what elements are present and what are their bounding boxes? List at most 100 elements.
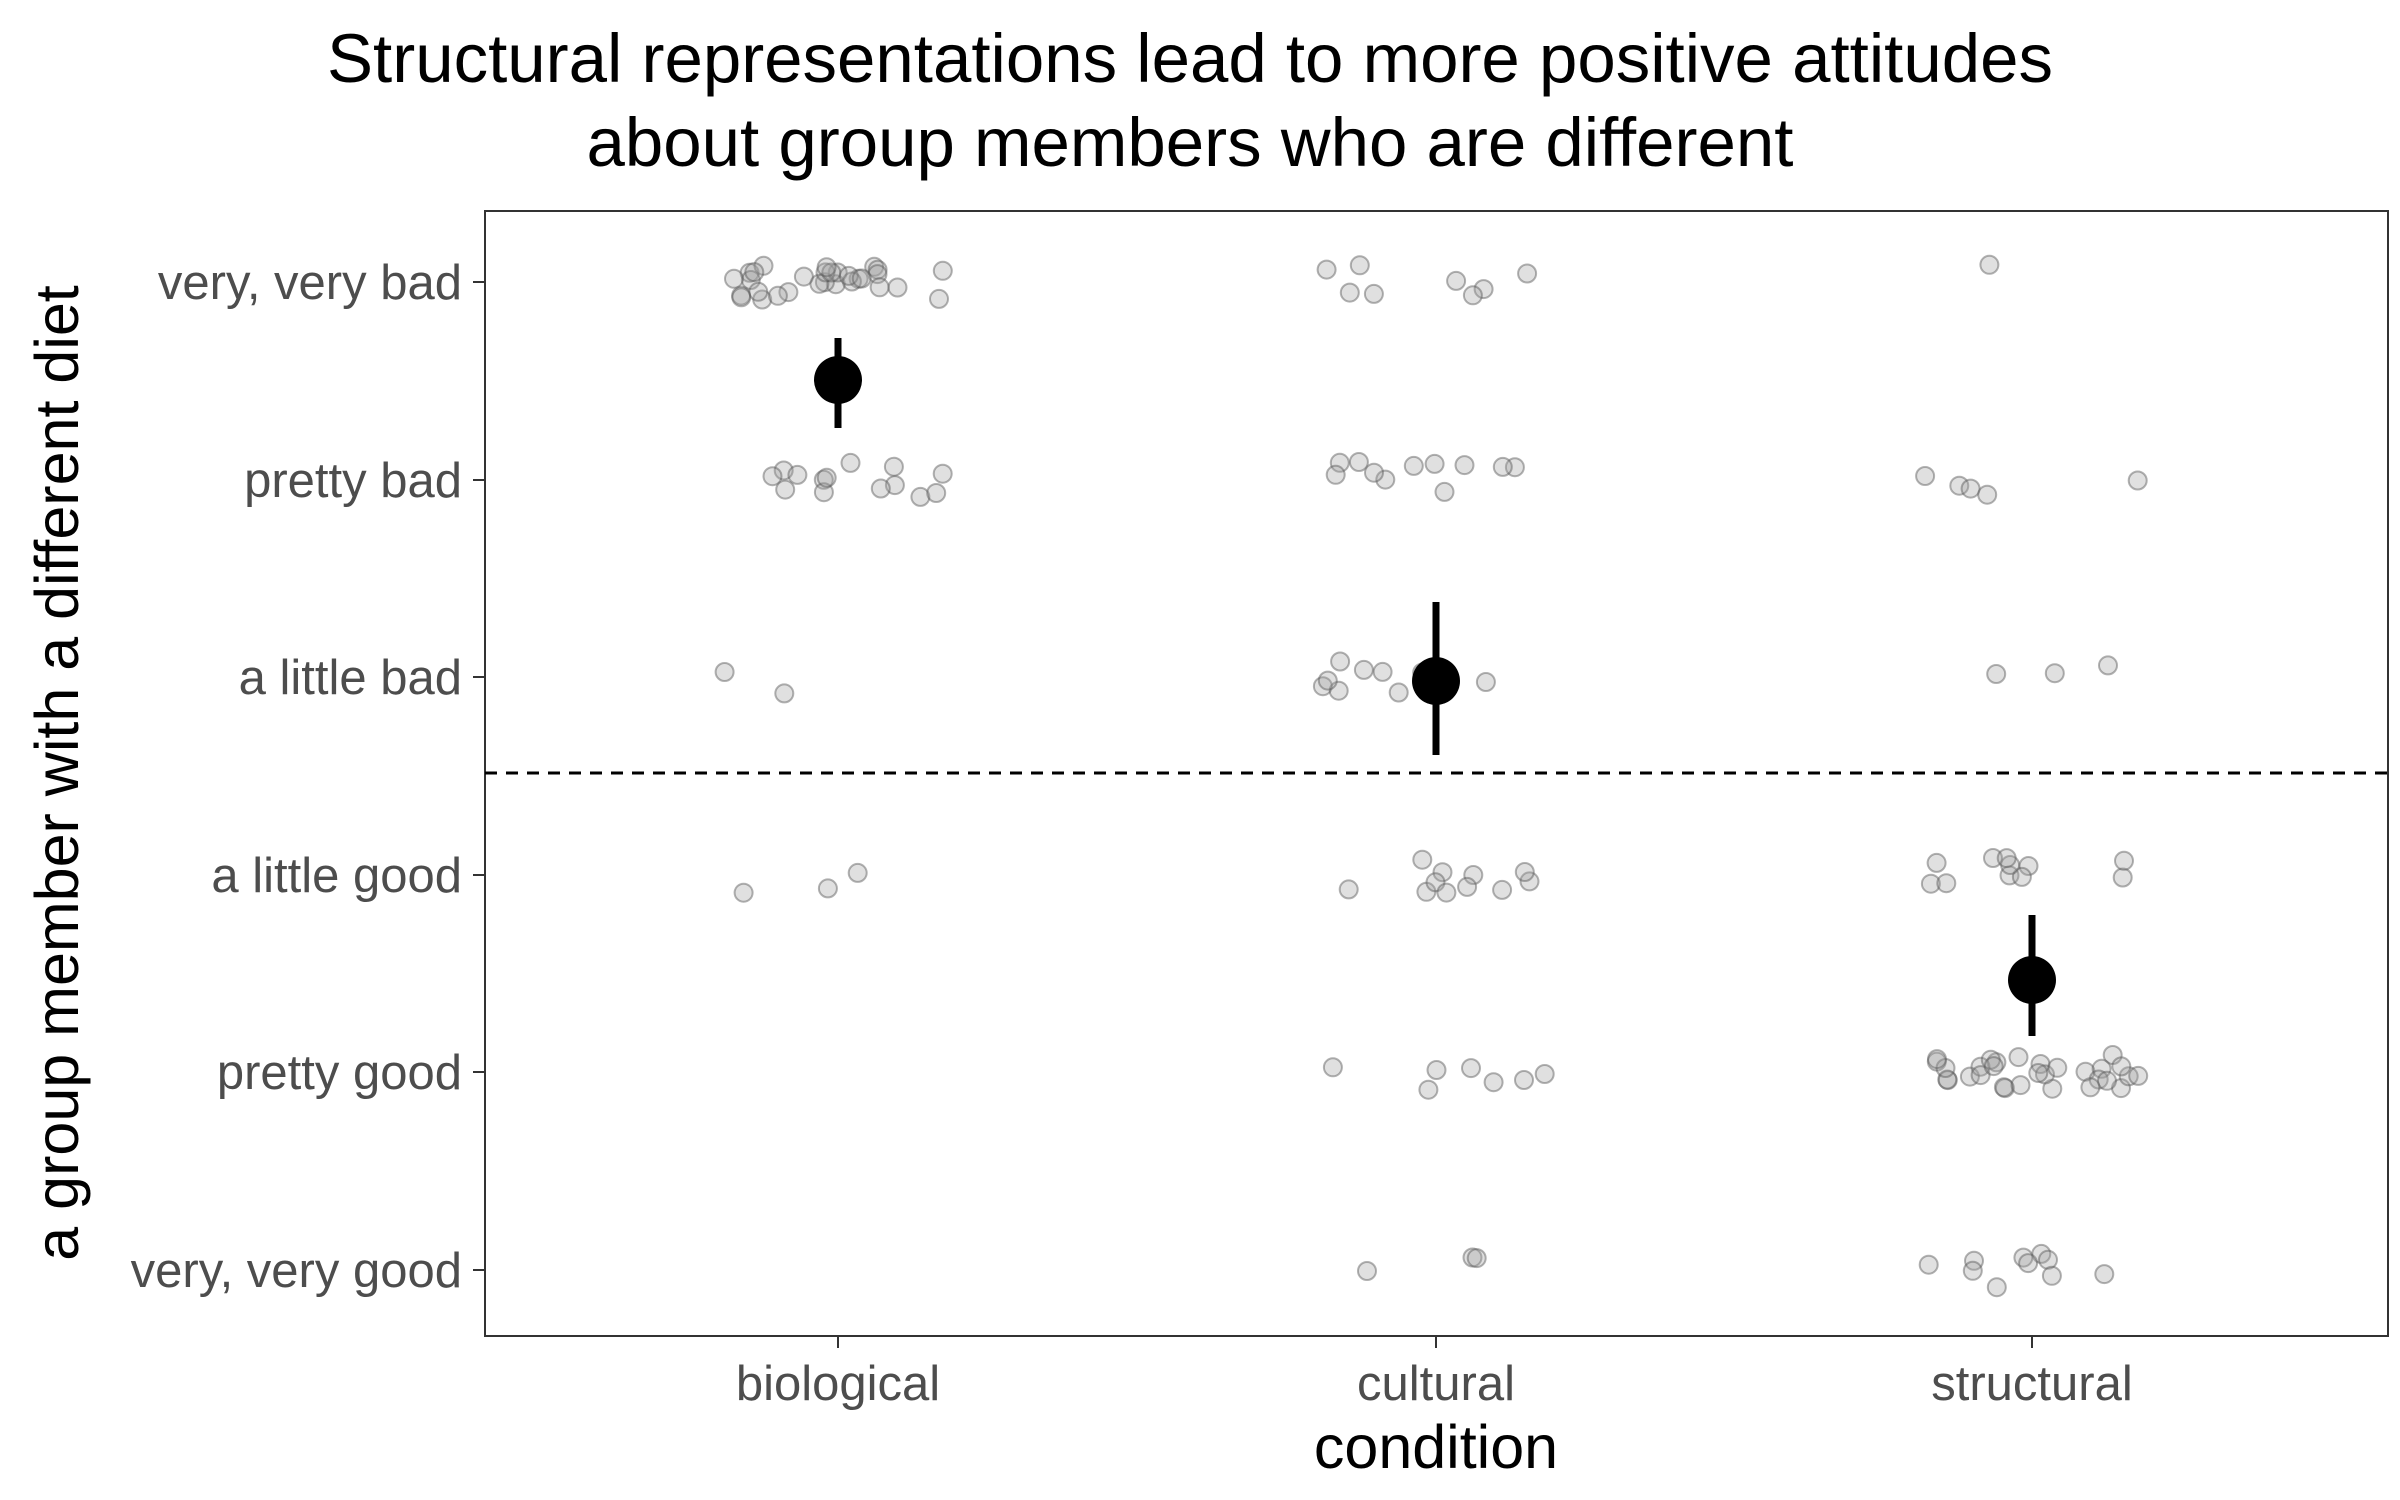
data-point [840,452,861,473]
data-point [1926,1051,1947,1072]
data-point [2091,1058,2112,1079]
data-point [821,262,842,283]
data-point [1348,452,1369,472]
data-point [1960,478,1981,499]
data-point [2018,856,2039,876]
data-point [815,262,836,283]
data-point [1935,1058,1956,1078]
data-point [1426,1060,1447,1080]
data-point [1519,871,1540,892]
x-tick-label: structural [1931,1357,2133,1411]
data-point [1483,1072,1504,1093]
data-point [731,287,752,308]
data-point [1986,1277,2007,1298]
data-point [1316,259,1337,280]
data-point [1504,457,1525,478]
data-point [813,482,834,503]
chart-title-line-1: Structural representations lead to more … [327,20,2053,97]
data-point [744,262,765,283]
y-tick-label: very, very good [131,1244,462,1298]
data-point [787,464,808,485]
data-point [1461,1058,1481,1079]
data-point [1454,455,1475,476]
data-point [1936,873,1957,894]
data-point [775,479,796,500]
data-point [1980,1049,2001,1070]
data-point [1462,285,1483,306]
data-point [1993,1077,2014,1098]
data-point [1994,1078,2015,1099]
data-point [864,256,885,277]
data-point [1349,255,1370,276]
data-point [2118,1066,2139,1087]
data-point [2010,1075,2031,1096]
mean-summaries [814,338,2056,1036]
data-point [1977,484,1998,505]
data-point [1436,882,1457,903]
y-tick-label: pretty good [217,1046,462,1100]
x-tick-label: cultural [1357,1357,1515,1411]
data-point [1937,1070,1958,1091]
y-tick-label: pretty bad [244,454,462,508]
data-point [2041,1265,2062,1286]
data-point [1403,455,1424,476]
data-point [1466,1248,1487,1269]
data-point [884,475,905,496]
chart-title-line-2: about group members who are different [587,104,1794,181]
data-point [2030,1054,2051,1074]
data-point [867,264,888,285]
data-point [2018,1253,2039,1274]
data-point [1970,1056,1991,1077]
data-point [2127,470,2148,491]
data-point [1517,263,1538,284]
data-point [1915,466,1936,486]
data-point [748,281,769,302]
data-point [1416,881,1437,902]
data-point [817,878,838,899]
data-point [1514,862,1535,882]
data-point [1432,862,1453,883]
data-point [2028,1063,2049,1083]
y-tick-label: a little good [211,849,462,903]
data-point [1927,1049,1947,1070]
data-point [1964,1250,1984,1271]
data-point [1412,849,1433,870]
data-point [2097,1070,2117,1091]
data-point [1364,462,1384,483]
data-point [1328,680,1349,701]
data-point [762,466,783,487]
data-point [1372,661,1393,682]
data-point [2114,850,2134,871]
data-point [1986,1052,2007,1073]
data-point [2035,1064,2055,1085]
data-point [1330,651,1351,672]
data-point [767,285,788,306]
mean-point [1412,657,1460,705]
data-point [809,273,830,294]
data-point [1937,1069,1958,1090]
data-point [773,460,794,481]
data-point [1357,1261,1377,1281]
data-point [739,262,760,283]
y-axis-title: a group member with a different diet [23,285,91,1260]
data-point [1979,254,2000,275]
data-point [932,260,953,281]
data-point [813,469,834,490]
data-point [774,683,795,704]
data-point [827,262,848,283]
data-point [2080,1077,2101,1098]
data-point [1962,1260,1983,1281]
data-point [1418,1079,1439,1100]
data-point [2075,1061,2096,1082]
data-point [1312,676,1333,697]
data-point [752,289,773,310]
data-point [724,268,744,289]
data-point [1473,279,1494,300]
data-point [2102,1045,2123,1065]
data-point [1983,1056,2004,1077]
data-point [2008,1047,2029,1068]
data-point [910,486,931,507]
data-point [2112,867,2133,888]
data-point [1463,865,1484,885]
